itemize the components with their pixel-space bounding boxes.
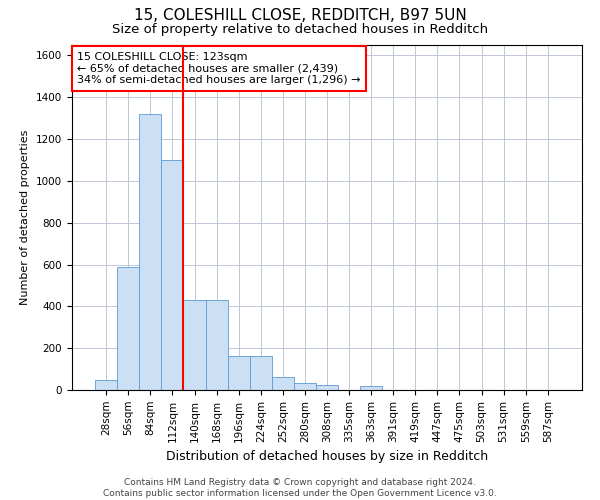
Bar — [206, 300, 227, 390]
Bar — [117, 266, 139, 390]
Text: Size of property relative to detached houses in Redditch: Size of property relative to detached ho… — [112, 22, 488, 36]
Bar — [227, 356, 250, 390]
Text: 15 COLESHILL CLOSE: 123sqm
← 65% of detached houses are smaller (2,439)
34% of s: 15 COLESHILL CLOSE: 123sqm ← 65% of deta… — [77, 52, 361, 85]
Bar — [161, 160, 184, 390]
Text: Contains HM Land Registry data © Crown copyright and database right 2024.
Contai: Contains HM Land Registry data © Crown c… — [103, 478, 497, 498]
Bar — [272, 378, 294, 390]
Y-axis label: Number of detached properties: Number of detached properties — [20, 130, 31, 305]
X-axis label: Distribution of detached houses by size in Redditch: Distribution of detached houses by size … — [166, 450, 488, 463]
Bar — [139, 114, 161, 390]
Bar — [250, 356, 272, 390]
Bar — [360, 386, 382, 390]
Text: 15, COLESHILL CLOSE, REDDITCH, B97 5UN: 15, COLESHILL CLOSE, REDDITCH, B97 5UN — [134, 8, 466, 22]
Bar — [294, 382, 316, 390]
Bar — [184, 300, 206, 390]
Bar — [95, 380, 117, 390]
Bar — [316, 385, 338, 390]
